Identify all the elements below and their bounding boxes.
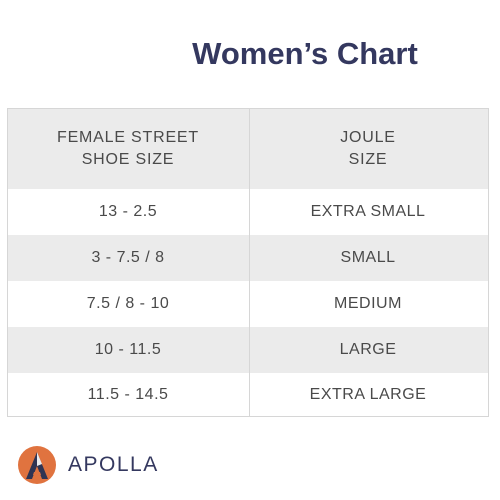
street-size-cell: 10 - 11.5 xyxy=(94,341,162,358)
brand-logo: APOLLA xyxy=(18,446,159,484)
joule-size-cell: SMALL xyxy=(340,249,396,266)
table-header-row: FEMALE STREET SHOE SIZE JOULE SIZE xyxy=(8,109,488,189)
table-row: 13 - 2.5 EXTRA SMALL xyxy=(8,189,488,235)
joule-size-cell: LARGE xyxy=(339,341,397,358)
table-row: 3 - 7.5 / 8 SMALL xyxy=(8,235,488,281)
joule-size-cell: EXTRA SMALL xyxy=(310,203,426,220)
table-row: 7.5 / 8 - 10 MEDIUM xyxy=(8,281,488,327)
size-chart-table: FEMALE STREET SHOE SIZE JOULE SIZE 13 - … xyxy=(7,108,489,417)
apolla-a-logo-icon xyxy=(18,446,56,484)
column-divider xyxy=(249,109,250,416)
street-size-cell: 3 - 7.5 / 8 xyxy=(91,249,165,266)
column-header-street-size: FEMALE STREET SHOE SIZE xyxy=(57,129,199,168)
page-title: Women’s Chart xyxy=(192,36,418,71)
table-row: 11.5 - 14.5 EXTRA LARGE xyxy=(8,373,488,416)
column-header-joule-size: JOULE SIZE xyxy=(340,129,396,168)
street-size-cell: 13 - 2.5 xyxy=(98,203,158,220)
street-size-cell: 7.5 / 8 - 10 xyxy=(86,295,170,312)
brand-name: APOLLA xyxy=(68,453,159,476)
joule-size-cell: EXTRA LARGE xyxy=(309,385,427,403)
joule-size-cell: MEDIUM xyxy=(334,295,402,312)
street-size-cell: 11.5 - 14.5 xyxy=(87,385,169,403)
table-row: 10 - 11.5 LARGE xyxy=(8,327,488,373)
